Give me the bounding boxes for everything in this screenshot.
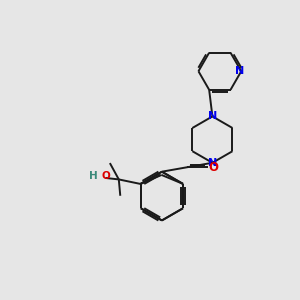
Text: O: O (102, 172, 110, 182)
Text: N: N (208, 158, 217, 168)
Text: N: N (235, 66, 244, 76)
Text: O: O (208, 161, 218, 174)
Text: N: N (208, 111, 217, 122)
Text: H: H (89, 172, 98, 182)
